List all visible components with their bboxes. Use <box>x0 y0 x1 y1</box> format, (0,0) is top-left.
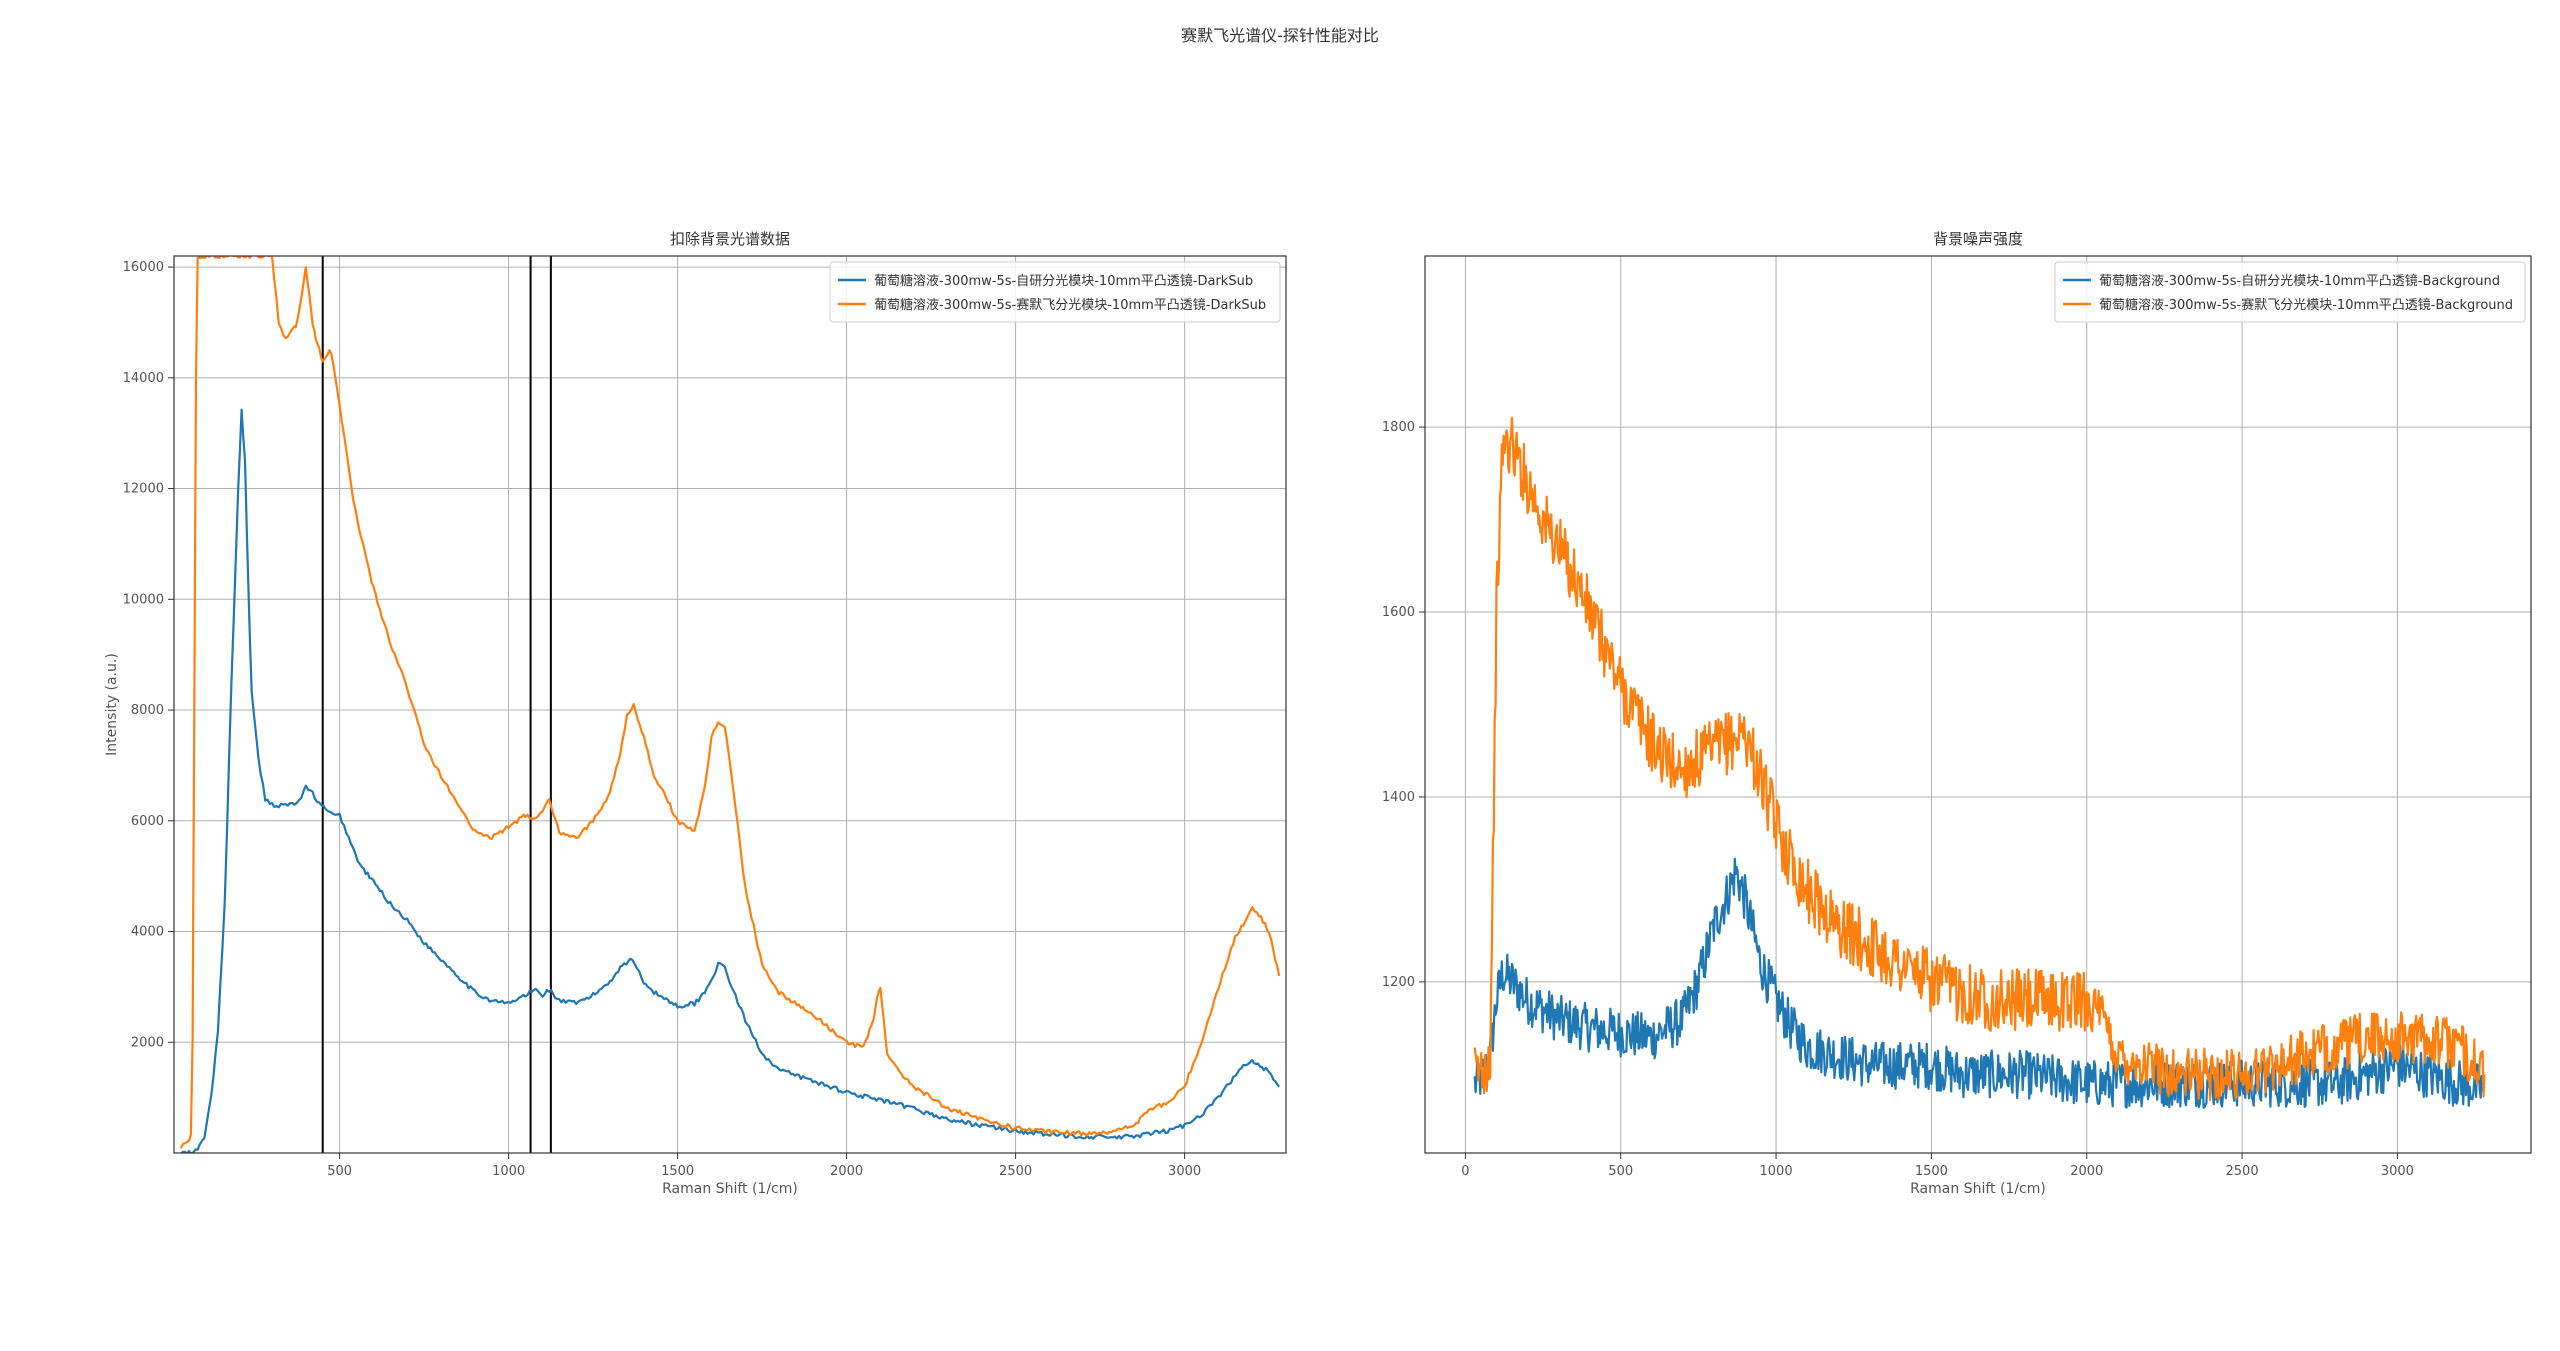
legend: 葡萄糖溶液-300mw-5s-自研分光模块-10mm平凸透镜-Backgroun… <box>2054 261 2526 323</box>
x-tick-label: 3000 <box>2381 1164 2414 1179</box>
y-tick-label: 2000 <box>131 1035 164 1050</box>
series-line-2 <box>179 256 1281 1149</box>
y-tick-label: 1600 <box>1382 605 1415 620</box>
x-tick-label: 3000 <box>1168 1164 1201 1179</box>
series-group <box>179 256 1281 1153</box>
legend-label: 葡萄糖溶液-300mw-5s-赛默飞分光模块-10mm平凸透镜-Backgrou… <box>2099 297 2513 313</box>
grid-lines <box>174 256 1286 1153</box>
series-line-2 <box>1473 416 2486 1102</box>
y-axis-label: Intensity (a.u.) <box>104 653 120 756</box>
series-group <box>1473 416 2486 1109</box>
y-tick-label: 10000 <box>123 592 164 607</box>
y-tick-label: 4000 <box>131 925 164 940</box>
x-tick-label: 2000 <box>2070 1164 2103 1179</box>
x-tick-label: 1000 <box>1760 1164 1793 1179</box>
x-tick-label: 1500 <box>1915 1164 1948 1179</box>
chart-title: 扣除背景光谱数据 <box>670 230 790 248</box>
plot-frame <box>1424 255 2532 1154</box>
x-tick-label: 2500 <box>2226 1164 2259 1179</box>
chart-right-background-noise: 0 500 1000 1500 2000 2500 3000 1200 1400 1600 1800… <box>1382 230 2532 1197</box>
legend-label: 葡萄糖溶液-300mw-5s-自研分光模块-10mm平凸透镜-DarkSub <box>874 273 1253 289</box>
y-tick-label: 8000 <box>131 703 164 718</box>
x-axis-label: Raman Shift (1/cm) <box>662 1181 798 1197</box>
figure-suptitle: 赛默飞光谱仪-探针性能对比 <box>1181 26 1379 45</box>
y-tick-label: 12000 <box>123 482 164 497</box>
legend-label: 葡萄糖溶液-300mw-5s-自研分光模块-10mm平凸透镜-Backgroun… <box>2099 273 2500 289</box>
x-axis-label: Raman Shift (1/cm) <box>1910 1181 2046 1197</box>
y-tick-label: 14000 <box>123 371 164 386</box>
series-line-1 <box>180 408 1280 1153</box>
x-tick-label: 2500 <box>999 1164 1032 1179</box>
x-tick-label: 2000 <box>830 1164 863 1179</box>
x-tick-label: 0 <box>1461 1164 1469 1179</box>
x-tick-label: 500 <box>327 1164 352 1179</box>
plot-frame <box>173 255 1287 1154</box>
legend-box <box>2054 261 2526 323</box>
legend: 葡萄糖溶液-300mw-5s-自研分光模块-10mm平凸透镜-DarkSub 葡萄… <box>829 261 1281 323</box>
x-tick-label: 1500 <box>661 1164 694 1179</box>
axis-ticks: 0 500 1000 1500 2000 2500 3000 1200 1400 1600 1800 <box>1382 420 2414 1179</box>
legend-label: 葡萄糖溶液-300mw-5s-赛默飞分光模块-10mm平凸透镜-DarkSub <box>874 297 1266 313</box>
axis-ticks: 500 1000 1500 2000 2500 3000 2000 4000 6000 8000 1… <box>123 260 1202 1179</box>
y-tick-label: 16000 <box>123 260 164 275</box>
y-tick-label: 6000 <box>131 814 164 829</box>
x-tick-label: 1000 <box>492 1164 525 1179</box>
x-tick-label: 500 <box>1608 1164 1633 1179</box>
y-tick-label: 1400 <box>1382 790 1415 805</box>
chart-left-background-subtracted: 500 1000 1500 2000 2500 3000 2000 4000 6000 8000 1… <box>104 230 1287 1197</box>
y-tick-label: 1800 <box>1382 420 1415 435</box>
legend-box <box>829 261 1281 323</box>
chart-title: 背景噪声强度 <box>1933 230 2023 248</box>
y-tick-label: 1200 <box>1382 975 1415 990</box>
grid-lines <box>1425 256 2531 1153</box>
